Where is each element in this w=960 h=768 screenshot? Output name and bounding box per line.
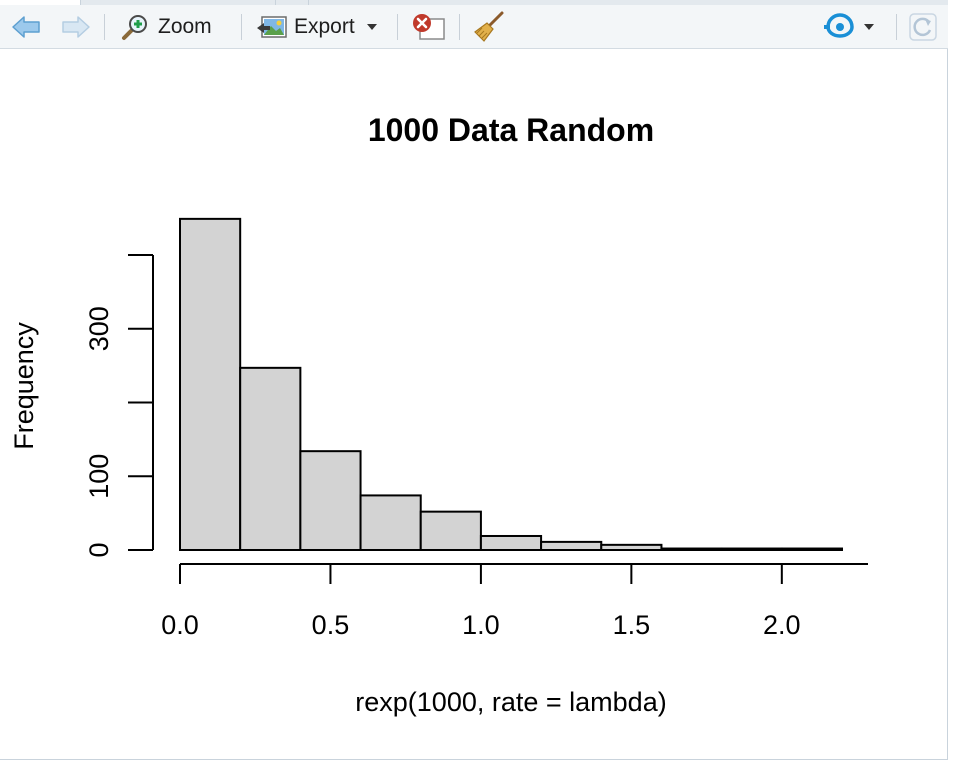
y-tick-label: 100 <box>84 454 114 499</box>
chevron-down-icon <box>864 24 874 30</box>
y-tick-label: 300 <box>84 306 114 351</box>
zoom-icon <box>122 15 147 40</box>
x-axis: 0.0 0.5 1.0 1.5 2.0 <box>161 563 868 640</box>
toolbar-divider <box>241 14 242 40</box>
remove-plot-button[interactable] <box>410 5 446 49</box>
export-label: Export <box>294 15 355 38</box>
tab-plots[interactable] <box>0 0 81 5</box>
x-tick-label: 1.0 <box>462 610 500 640</box>
arrow-left-icon <box>12 16 40 38</box>
refresh-icon <box>909 13 937 41</box>
y-axis: 0 100 300 <box>84 254 154 558</box>
tab-strip <box>0 0 948 5</box>
y-axis-label: Frequency <box>9 322 39 450</box>
zoom-label: Zoom <box>158 15 212 38</box>
histogram-bar <box>359 494 422 551</box>
histogram-bar <box>239 366 302 551</box>
clear-all-button[interactable] <box>472 5 506 49</box>
toolbar-divider <box>397 14 398 40</box>
remove-plot-icon <box>413 14 445 40</box>
forward-button[interactable] <box>60 5 92 49</box>
histogram-bar <box>419 510 482 551</box>
arrow-right-icon <box>62 16 90 38</box>
x-tick-label: 0.5 <box>312 610 350 640</box>
publish-icon <box>824 13 854 38</box>
export-button[interactable]: Export <box>256 5 377 49</box>
chart-title: 1000 Data Random <box>368 112 654 148</box>
toolbar-divider <box>104 14 105 40</box>
broom-icon <box>474 11 504 42</box>
x-tick-label: 1.5 <box>613 610 651 640</box>
histogram-bar <box>179 217 242 552</box>
histogram-bar <box>299 450 362 551</box>
histogram-bar <box>780 547 843 552</box>
toolbar-divider <box>459 14 460 40</box>
y-tick-label: 0 <box>84 542 114 557</box>
export-image-icon <box>257 16 287 38</box>
plot-pane <box>0 0 948 760</box>
chevron-down-icon <box>366 24 377 30</box>
bars-group <box>179 217 843 552</box>
back-button[interactable] <box>10 5 42 49</box>
toolbar-divider <box>896 14 897 40</box>
histogram-bar <box>479 534 543 551</box>
histogram-bar <box>540 540 603 552</box>
histogram-bar <box>660 547 723 552</box>
publish-button[interactable] <box>822 5 874 49</box>
refresh-button[interactable] <box>908 5 938 49</box>
tab-other[interactable] <box>275 0 309 5</box>
histogram-chart: 1000 Data Random rexp(1000, rate = lambd… <box>9 112 868 717</box>
histogram-bar <box>720 547 783 552</box>
zoom-button[interactable]: Zoom <box>120 5 212 49</box>
x-tick-label: 0.0 <box>161 610 199 640</box>
x-tick-label: 2.0 <box>763 610 801 640</box>
histogram-bar <box>600 543 663 552</box>
x-axis-label: rexp(1000, rate = lambda) <box>355 687 666 717</box>
plots-toolbar: Zoom Export <box>0 5 948 49</box>
